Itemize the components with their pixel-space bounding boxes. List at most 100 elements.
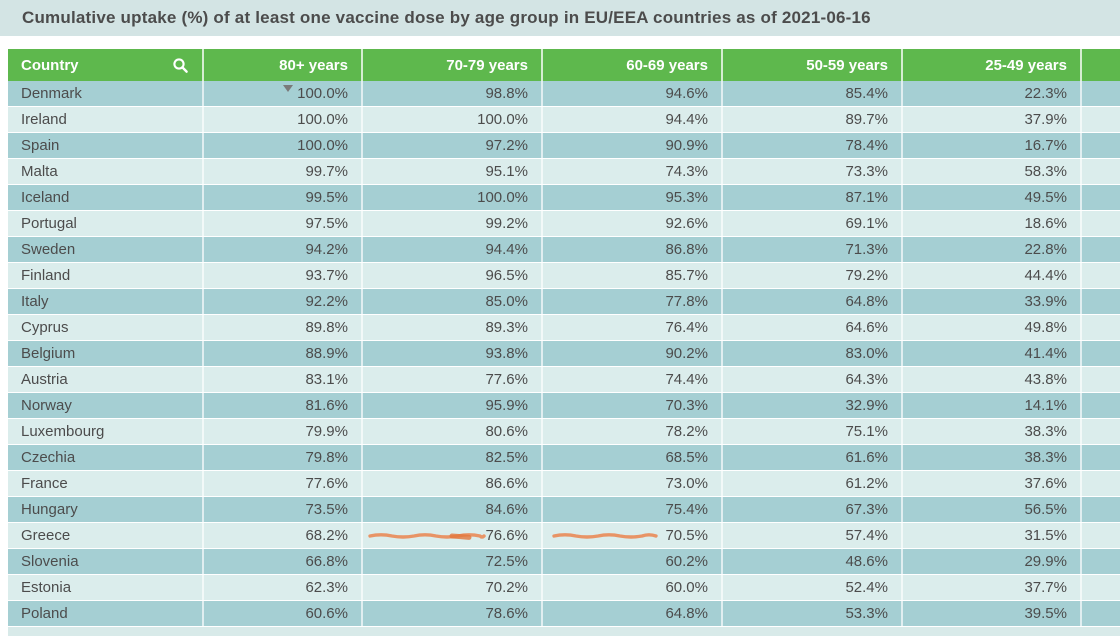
cell-value: 85.0%	[485, 293, 528, 310]
table-row-czechia: Czechia 79.8% 82.5% 68.5% 61.6% 38.3%	[8, 445, 1120, 471]
cell-value: 92.6%	[665, 215, 708, 232]
table-footer-strip	[8, 627, 1120, 636]
table-row-greece: Greece 68.2% 76.6% 70.5% 57.4% 31.5%	[8, 523, 1120, 549]
cell-80-years: 93.7%	[204, 263, 363, 288]
cell-value: 14.1%	[1024, 397, 1067, 414]
cell-value: 48.6%	[845, 553, 888, 570]
cell-50-59-years: 61.6%	[723, 445, 903, 470]
cell-50-59-years: 83.0%	[723, 341, 903, 366]
cell-80-years: 79.8%	[204, 445, 363, 470]
cell-70-79-years: 80.6%	[363, 419, 543, 444]
table-row-norway: Norway 81.6% 95.9% 70.3% 32.9% 14.1%	[8, 393, 1120, 419]
cell-country: Finland	[8, 263, 204, 288]
cell-value: 68.2%	[305, 527, 348, 544]
cell-60-69-years: 85.7%	[543, 263, 723, 288]
cell-value: 89.3%	[485, 319, 528, 336]
cell-partial	[1082, 549, 1120, 574]
cell-60-69-years: 60.0%	[543, 575, 723, 600]
cell-value: 100.0%	[297, 137, 348, 154]
cell-value: 92.2%	[305, 293, 348, 310]
cell-60-69-years: 90.2%	[543, 341, 723, 366]
cell-value: 82.5%	[485, 449, 528, 466]
highlight-marker-stroke	[368, 532, 486, 540]
cell-value: 16.7%	[1024, 137, 1067, 154]
cell-80-years: 83.1%	[204, 367, 363, 392]
cell-70-79-years: 96.5%	[363, 263, 543, 288]
table-row-poland: Poland 60.6% 78.6% 64.8% 53.3% 39.5%	[8, 601, 1120, 627]
cell-80-years: 89.8%	[204, 315, 363, 340]
cell-60-69-years: 64.8%	[543, 601, 723, 626]
cell-80-years: 62.3%	[204, 575, 363, 600]
cell-value: 83.0%	[845, 345, 888, 362]
cell-50-59-years: 52.4%	[723, 575, 903, 600]
cell-partial	[1082, 107, 1120, 132]
column-header-label: 50-59 years	[806, 56, 888, 74]
cell-80-years: 97.5%	[204, 211, 363, 236]
cell-50-59-years: 87.1%	[723, 185, 903, 210]
cell-value: 37.7%	[1024, 579, 1067, 596]
cell-80-years: 81.6%	[204, 393, 363, 418]
title-bar: Cumulative uptake (%) of at least one va…	[0, 0, 1120, 36]
cell-partial	[1082, 133, 1120, 158]
vaccine-uptake-table: Country 80+ years 70-79 years 60-69 years 50…	[8, 49, 1120, 627]
cell-value: 79.2%	[845, 267, 888, 284]
cell-80-years: 100.0%	[204, 133, 363, 158]
cell-value: 22.8%	[1024, 241, 1067, 258]
cell-partial	[1082, 185, 1120, 210]
cell-value: 61.2%	[845, 475, 888, 492]
cell-25-49-years: 58.3%	[903, 159, 1082, 184]
cell-country: Norway	[8, 393, 204, 418]
cell-value: 71.3%	[845, 241, 888, 258]
column-header-60-69-years[interactable]: 60-69 years	[543, 49, 723, 81]
cell-70-79-years: 84.6%	[363, 497, 543, 522]
cell-value: 99.7%	[305, 163, 348, 180]
cell-70-79-years: 82.5%	[363, 445, 543, 470]
cell-value: 78.6%	[485, 605, 528, 622]
cell-70-79-years: 94.4%	[363, 237, 543, 262]
cell-value: 64.6%	[845, 319, 888, 336]
cell-80-years: 79.9%	[204, 419, 363, 444]
cell-25-49-years: 49.8%	[903, 315, 1082, 340]
cell-value: 78.4%	[845, 137, 888, 154]
cell-country: Luxembourg	[8, 419, 204, 444]
cell-country: Iceland	[8, 185, 204, 210]
cell-value: 100.0%	[477, 189, 528, 206]
column-header-70-79-years[interactable]: 70-79 years	[363, 49, 543, 81]
cell-50-59-years: 64.6%	[723, 315, 903, 340]
cell-country: Ireland	[8, 107, 204, 132]
cell-value: 98.8%	[485, 85, 528, 102]
cell-25-49-years: 31.5%	[903, 523, 1082, 548]
cell-25-49-years: 56.5%	[903, 497, 1082, 522]
cell-value: 79.8%	[305, 449, 348, 466]
cell-value: 29.9%	[1024, 553, 1067, 570]
column-header-country[interactable]: Country	[8, 49, 204, 81]
cell-value: 38.3%	[1024, 423, 1067, 440]
cell-value: 80.6%	[485, 423, 528, 440]
cell-70-79-years: 97.2%	[363, 133, 543, 158]
cell-25-49-years: 37.9%	[903, 107, 1082, 132]
cell-80-years: 99.7%	[204, 159, 363, 184]
column-header-label: Country	[21, 56, 79, 74]
cell-country: Hungary	[8, 497, 204, 522]
cell-value: 61.6%	[845, 449, 888, 466]
cell-value: 94.2%	[305, 241, 348, 258]
column-header-80-years[interactable]: 80+ years	[204, 49, 363, 81]
cell-value: 32.9%	[845, 397, 888, 414]
cell-60-69-years: 92.6%	[543, 211, 723, 236]
cell-60-69-years: 73.0%	[543, 471, 723, 496]
table-row-estonia: Estonia 62.3% 70.2% 60.0% 52.4% 37.7%	[8, 575, 1120, 601]
cell-70-79-years: 86.6%	[363, 471, 543, 496]
cell-country: Greece	[8, 523, 204, 548]
cell-value: 96.5%	[485, 267, 528, 284]
cell-70-79-years: 98.8%	[363, 81, 543, 106]
cell-25-49-years: 49.5%	[903, 185, 1082, 210]
cell-value: 94.4%	[485, 241, 528, 258]
column-header-25-49-years[interactable]: 25-49 years	[903, 49, 1082, 81]
cell-partial	[1082, 289, 1120, 314]
cell-value: 64.8%	[845, 293, 888, 310]
column-header-partial	[1082, 49, 1120, 81]
search-icon[interactable]	[172, 57, 189, 74]
cell-80-years: 73.5%	[204, 497, 363, 522]
cell-value: 33.9%	[1024, 293, 1067, 310]
column-header-50-59-years[interactable]: 50-59 years	[723, 49, 903, 81]
